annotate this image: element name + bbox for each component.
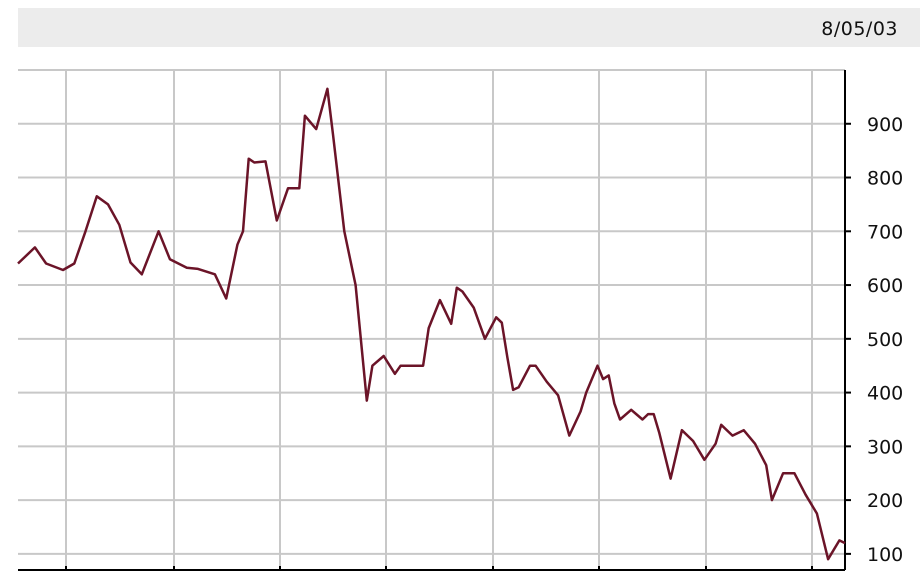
y-tick-label: 600 bbox=[867, 275, 903, 297]
grid-lines bbox=[18, 69, 845, 570]
axes bbox=[18, 70, 851, 571]
y-tick-label: 400 bbox=[867, 383, 903, 405]
y-tick-label: 700 bbox=[867, 221, 903, 243]
y-tick-label: 800 bbox=[867, 168, 903, 190]
series-line bbox=[17, 87, 846, 561]
y-tick-label: 900 bbox=[867, 114, 903, 136]
y-tick-labels: 100 200 300 400 500 600 700 800 900 bbox=[867, 114, 903, 566]
y-tick-label: 300 bbox=[867, 436, 903, 458]
header-date: 8/05/03 bbox=[821, 18, 898, 40]
y-tick-label: 500 bbox=[867, 329, 903, 351]
y-tick-label: 100 bbox=[867, 544, 903, 566]
header-bar: 8/05/03 bbox=[18, 8, 920, 47]
series-layer bbox=[17, 87, 846, 561]
y-tick-label: 200 bbox=[867, 490, 903, 512]
